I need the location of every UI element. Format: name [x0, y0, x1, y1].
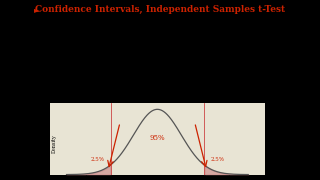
Text: 95%: 95%: [149, 134, 165, 142]
Text: Density: Density: [52, 134, 57, 153]
Text: $\bar{X}_2 = 20.00$: $\bar{X}_2 = 20.00$: [60, 58, 106, 72]
Text: 2.5%: 2.5%: [91, 157, 104, 162]
Text: $n_2 = 30$: $n_2 = 30$: [212, 58, 244, 70]
Text: $\bar{X}_1 = 28.00$: $\bar{X}_1 = 28.00$: [60, 32, 106, 47]
Text: $n_1 = 30$: $n_1 = 30$: [212, 32, 244, 45]
Text: 2.5%: 2.5%: [211, 157, 224, 162]
Text: $s_2 = 3.00$: $s_2 = 3.00$: [144, 58, 183, 70]
Text: ►: ►: [34, 5, 40, 14]
Text: Construct a 95% confidence interval for the difference of these two means.: Construct a 95% confidence interval for …: [39, 81, 268, 86]
Text: $s_1 = 2.00$: $s_1 = 2.00$: [144, 32, 183, 45]
Text: Confidence Intervals, Independent Samples t-Test: Confidence Intervals, Independent Sample…: [35, 5, 285, 14]
